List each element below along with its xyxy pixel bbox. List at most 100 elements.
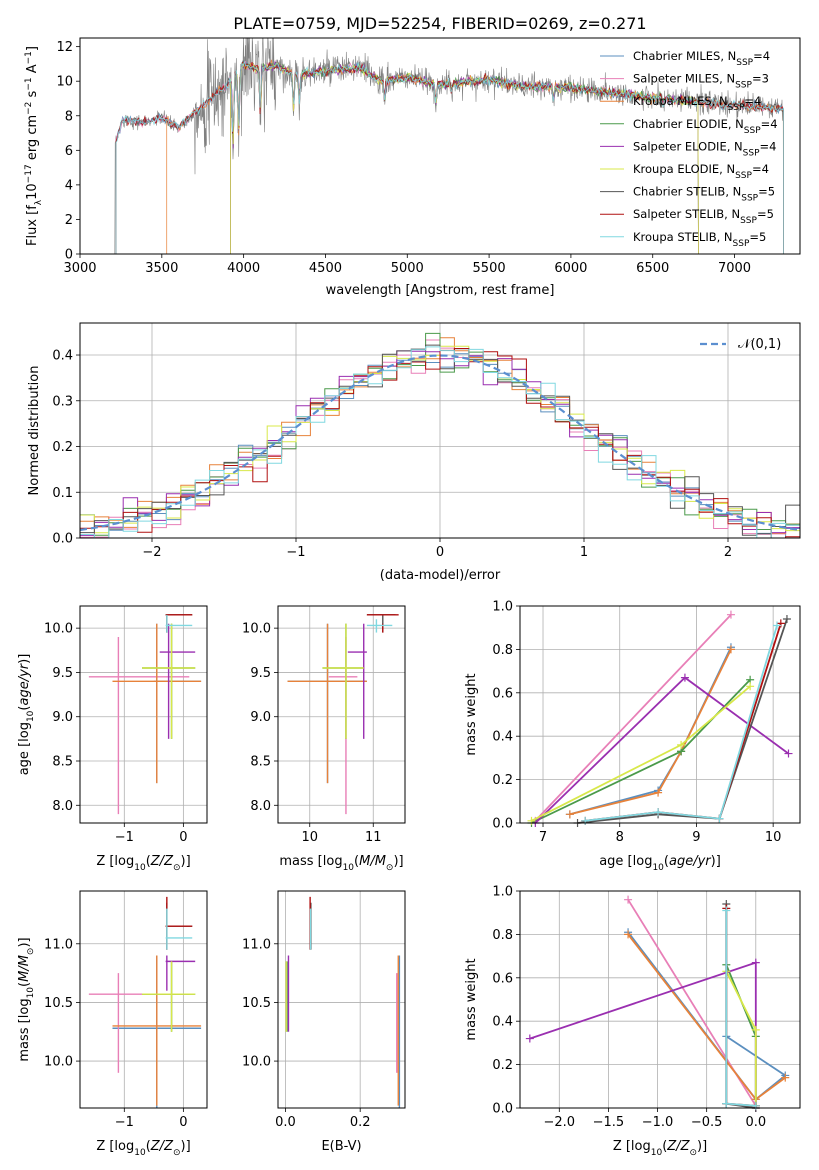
y-tick-label: 10.0 (242, 622, 271, 637)
mass-weight-marker (525, 1034, 534, 1043)
model-spectrum (230, 59, 699, 254)
observed-spectrum (112, 38, 784, 254)
mass-vs-EBV-plot-area (285, 896, 401, 1108)
y-tick-label: 0.2 (492, 1058, 513, 1073)
x-tick-label: 8 (616, 830, 624, 845)
normal-reference-curve (80, 354, 800, 532)
model-spectrum (115, 60, 784, 254)
mass-weight-line (569, 649, 732, 816)
y-tick-label: 10.5 (44, 996, 73, 1011)
x-axis-label: age [log10(age/yr)] (599, 854, 721, 873)
mass-weight-marker (776, 619, 785, 628)
x-tick-label: 2 (724, 545, 732, 560)
legend-entry: Salpeter MILES, NSSP=3 (633, 72, 769, 91)
x-tick-label: 3000 (63, 261, 96, 276)
mass-weight-marker (782, 615, 791, 624)
mass-weight-marker (781, 1073, 790, 1082)
legend-entry: Chabrier MILES, NSSP=4 (633, 49, 770, 68)
mass-weight-marker (624, 895, 633, 904)
axes-frame (277, 890, 406, 1109)
y-tick-label: 0.0 (492, 817, 513, 832)
mass-weight-marker (624, 930, 633, 939)
x-tick-label: −0.5 (691, 1115, 723, 1130)
y-tick-label: 10.5 (242, 996, 271, 1011)
massweight-vs-age-panel: 7 8 9 10 0.0 0.2 0.4 0.6 0.8 1.0 age [log10(age/yr… (464, 600, 801, 873)
y-tick-label: 8.5 (250, 755, 271, 770)
mass-vs-Z-plot-area (88, 896, 202, 1108)
y-tick-label: 8 (65, 109, 73, 124)
residual-histogram (80, 346, 800, 538)
y-axis-label: mass weight (464, 673, 479, 755)
x-axis-label: Z [log10(Z/Z⊙)] (96, 1139, 190, 1158)
y-tick-label: 0.1 (52, 486, 73, 501)
y-tick-label: 0.8 (492, 928, 513, 943)
x-tick-label: 0.0 (745, 1115, 766, 1130)
y-tick-label: 10.0 (44, 1055, 73, 1070)
legend-entry: Kroupa ELODIE, NSSP=4 (633, 162, 769, 181)
y-axis-label: mass weight (464, 958, 479, 1040)
axes-frame (79, 890, 208, 1109)
mass-weight-marker (722, 906, 731, 915)
x-axis-label: wavelength [Angstrom, rest frame] (326, 283, 555, 298)
x-tick-label: 11 (365, 830, 382, 845)
y-tick-label: 11.0 (242, 937, 271, 952)
spectrum-legend: Chabrier MILES, NSSP=4 Salpeter MILES, NS… (600, 49, 778, 249)
y-tick-label: 11.0 (44, 937, 73, 952)
massweight-vs-age-plot-area (527, 610, 793, 827)
x-tick-label: 3500 (145, 261, 178, 276)
model-spectrum (230, 62, 699, 254)
y-axis-label: Flux [fλ10−17 erg cm−2 s−1 A−1] (24, 46, 44, 246)
mass-weight-marker (565, 810, 574, 819)
y-tick-label: 0.3 (52, 394, 73, 409)
x-tick-label: 0 (179, 1115, 187, 1130)
mass-weight-marker (581, 816, 590, 825)
mass-weight-marker (715, 814, 724, 823)
age-vs-Z-panel: −1 0 8.0 8.5 9.0 9.5 10.0 Z [log10(Z/Z⊙)] age [l… (17, 605, 208, 873)
mass-weight-marker (654, 788, 663, 797)
y-tick-label: 9.5 (250, 666, 271, 681)
y-tick-label: 0.2 (52, 440, 73, 455)
y-tick-label: 0.4 (492, 730, 513, 745)
massweight-vs-Z-plot-area (525, 895, 790, 1112)
y-tick-label: 0.4 (492, 1015, 513, 1030)
x-tick-label: −1.0 (642, 1115, 674, 1130)
y-tick-label: 0.6 (492, 686, 513, 701)
x-tick-label: −1 (115, 1115, 134, 1130)
x-tick-label: 4500 (309, 261, 342, 276)
axes-frame (277, 605, 406, 824)
mass-weight-marker (751, 1101, 760, 1110)
x-tick-label: 0 (436, 545, 444, 560)
mass-weight-marker (726, 645, 735, 654)
axes-frame (79, 322, 801, 539)
y-tick-label: 8.0 (52, 799, 73, 814)
spectrum-plot-area (112, 38, 784, 254)
figure-title: PLATE=0759, MJD=52254, FIBERID=0269, z=0… (233, 14, 646, 33)
y-axis-label: Normed distribution (27, 366, 42, 496)
residuals-plot-area (80, 332, 800, 538)
x-axis-label: E(B-V) (321, 1139, 361, 1154)
mass-weight-line (531, 685, 751, 822)
y-tick-label: 0 (65, 248, 73, 263)
y-tick-label: 1.0 (492, 885, 513, 900)
x-tick-label: 0 (179, 830, 187, 845)
x-tick-label: 0.0 (275, 1115, 296, 1130)
y-tick-label: 8.0 (250, 799, 271, 814)
age-vs-Z-plot-area (88, 614, 202, 815)
legend-entry: Chabrier ELODIE, NSSP=4 (633, 117, 778, 136)
y-tick-label: 1.0 (492, 600, 513, 615)
mass-weight-line (534, 614, 732, 822)
x-tick-label: 1 (580, 545, 588, 560)
mass-weight-line (725, 910, 756, 1107)
mass-weight-line (725, 964, 757, 1108)
legend-entry: 𝒩(0,1) (738, 337, 781, 352)
y-tick-label: 0.0 (52, 532, 73, 547)
mass-weight-marker (680, 673, 689, 682)
x-tick-label: 5500 (473, 261, 506, 276)
x-tick-label: −1 (286, 545, 305, 560)
axes-frame (79, 37, 801, 255)
residuals-panel: −2 −1 0 1 2 0.0 0.1 0.2 0.3 0.4 (data-model)/error… (27, 322, 801, 583)
x-tick-label: −2.0 (544, 1115, 576, 1130)
x-axis-label: mass [log10(M/M⊙)] (279, 854, 403, 873)
x-tick-label: 0.2 (350, 1115, 371, 1130)
mass-weight-marker (654, 808, 663, 817)
